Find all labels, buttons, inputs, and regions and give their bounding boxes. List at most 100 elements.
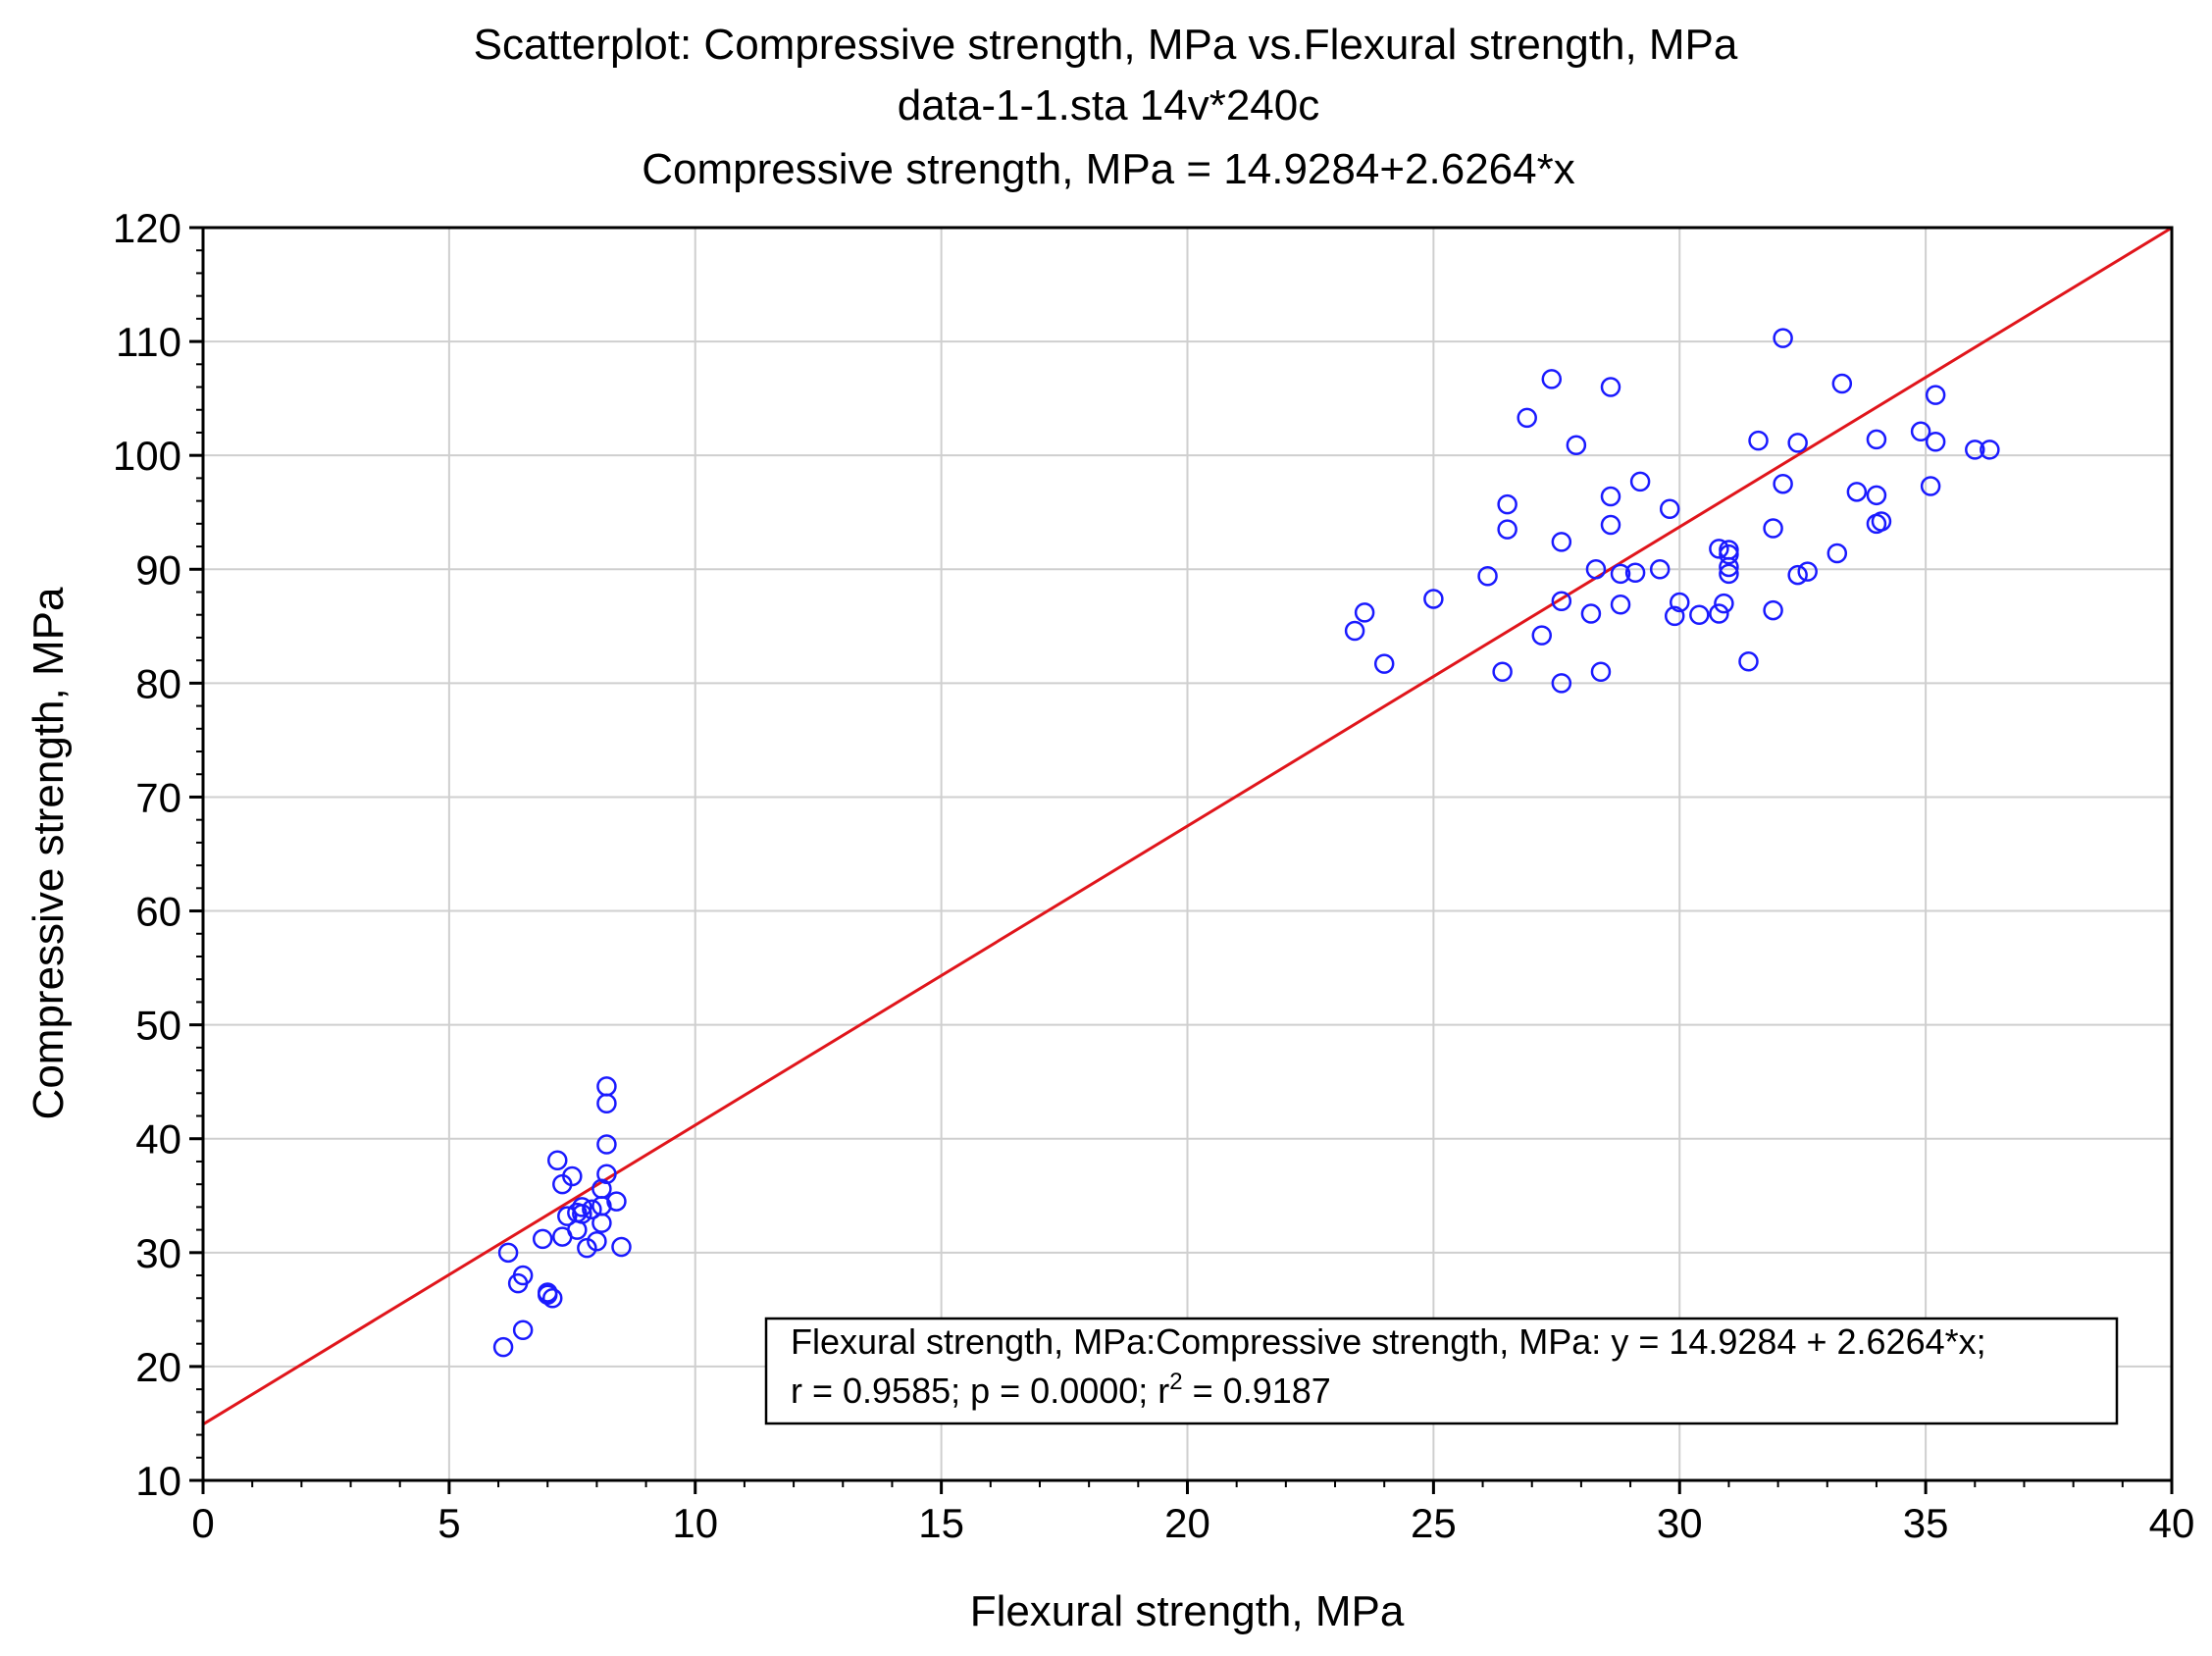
data-point: [596, 1093, 617, 1113]
data-point: [1517, 407, 1537, 429]
data-point: [1787, 433, 1808, 453]
data-point: [1629, 471, 1651, 492]
data-point: [1551, 532, 1572, 552]
x-tick-label: 35: [1903, 1500, 1949, 1546]
chart-title-line-2: data-1-1.sta 14v*240c: [898, 81, 1320, 129]
data-point: [1920, 476, 1941, 496]
data-point: [1373, 653, 1395, 674]
data-point: [1689, 604, 1710, 625]
data-point: [1709, 603, 1729, 624]
x-tick-label: 20: [1164, 1500, 1210, 1546]
data-point: [562, 1165, 583, 1187]
x-tick-label: 15: [918, 1500, 964, 1546]
legend-stats-prefix: r = 0.9585; p = 0.0000; r: [791, 1371, 1169, 1411]
data-point: [1738, 651, 1759, 672]
data-point: [1477, 565, 1498, 587]
y-tick-label: 20: [135, 1344, 181, 1390]
legend-stats-suffix: = 0.9187: [1183, 1371, 1331, 1411]
data-point: [1590, 661, 1612, 683]
data-point: [1871, 511, 1892, 532]
y-tick-label: 70: [135, 774, 181, 820]
data-point: [497, 1242, 519, 1264]
data-point: [1585, 559, 1607, 580]
y-tick-label: 100: [113, 433, 181, 479]
data-point: [1497, 493, 1518, 515]
data-point: [582, 1199, 602, 1219]
data-point: [1714, 593, 1734, 614]
data-point: [547, 1150, 568, 1171]
data-point: [557, 1206, 578, 1226]
y-tick-label: 120: [113, 205, 181, 251]
chart-title-line-1: Scatterplot: Compressive strength, MPa v…: [474, 21, 1738, 69]
data-point: [596, 1164, 617, 1184]
legend: Flexural strength, MPa:Compressive stren…: [764, 1317, 2119, 1425]
data-point: [1354, 602, 1375, 623]
data-point: [1846, 482, 1868, 502]
data-point: [1497, 519, 1518, 540]
y-tick-label: 30: [135, 1230, 181, 1276]
legend-stats-superscript: 2: [1169, 1369, 1182, 1395]
data-point: [1826, 543, 1848, 564]
data-point: [611, 1236, 632, 1258]
data-point: [1344, 620, 1365, 642]
data-point: [492, 1336, 514, 1358]
y-tick-label: 40: [135, 1116, 181, 1163]
data-point: [596, 1134, 617, 1155]
data-point: [1659, 498, 1680, 519]
legend-stats: r = 0.9585; p = 0.0000; r2 = 0.9187: [791, 1369, 1331, 1411]
x-tick-label: 0: [191, 1500, 214, 1546]
data-point: [532, 1228, 553, 1250]
data-point: [1664, 605, 1685, 627]
data-point: [1831, 373, 1853, 394]
data-point: [1566, 435, 1587, 455]
data-point: [1763, 599, 1783, 621]
data-point: [1748, 430, 1769, 451]
y-tick-label: 110: [116, 319, 181, 365]
data-point: [1600, 514, 1621, 536]
data-point: [541, 1288, 563, 1309]
axis-ticks: [189, 226, 2174, 1494]
data-point: [1610, 595, 1631, 615]
y-tick-label: 10: [135, 1458, 181, 1504]
data-point: [512, 1265, 534, 1286]
data-point: [1580, 603, 1602, 624]
data-point: [1600, 486, 1621, 507]
chart-title: Scatterplot: Compressive strength, MPa v…: [474, 21, 1738, 193]
legend-box: [764, 1317, 2119, 1425]
data-point: [1910, 421, 1931, 442]
chart-title-line-3: Compressive strength, MPa = 14.9284+2.62…: [642, 145, 1574, 193]
data-point: [1980, 440, 2000, 460]
data-point: [1965, 440, 1985, 460]
data-point: [572, 1197, 592, 1217]
data-point: [1925, 385, 1946, 405]
data-point: [512, 1320, 534, 1341]
data-point: [1773, 328, 1793, 348]
y-axis-label: Compressive strength, MPa: [25, 587, 73, 1119]
data-point: [1423, 589, 1444, 609]
data-point: [1866, 485, 1887, 506]
tick-labels: 0 5 10 15 20 25 30 35 40 10 20 30 40 50 60 70 80 90 100 110…: [113, 205, 2194, 1546]
data-point: [1541, 369, 1563, 389]
data-point: [1709, 539, 1729, 559]
data-point: [1925, 432, 1946, 452]
x-tick-label: 25: [1411, 1500, 1457, 1546]
y-tick-label: 90: [135, 546, 181, 593]
x-tick-label: 5: [437, 1500, 460, 1546]
data-point: [596, 1076, 617, 1097]
data-point: [1610, 563, 1631, 585]
data-point: [1797, 561, 1818, 582]
grid: [203, 228, 2172, 1480]
data-point: [1719, 563, 1739, 585]
regression-line: [203, 228, 2172, 1426]
data-point: [1670, 592, 1690, 613]
data-point: [1551, 591, 1572, 612]
data-point: [1649, 559, 1671, 580]
data-point: [1719, 540, 1739, 560]
data-point: [1763, 518, 1783, 539]
legend-equation: Flexural strength, MPa:Compressive stren…: [791, 1321, 1986, 1362]
data-point: [1624, 562, 1646, 584]
data-point: [1492, 661, 1513, 683]
plot-frame: [201, 226, 2174, 1482]
data-point: [1551, 673, 1572, 694]
